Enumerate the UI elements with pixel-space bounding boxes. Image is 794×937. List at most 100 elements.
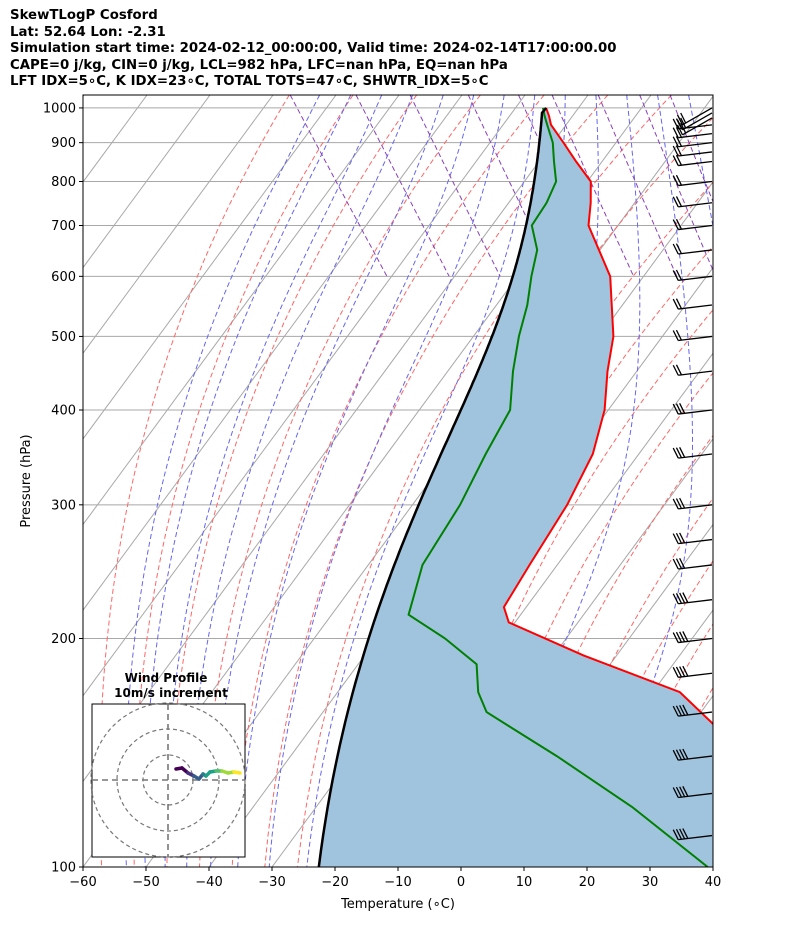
dry-adiabat [133,95,354,867]
mixing-ratio-line [597,95,678,277]
y-tick-label: 1000 [43,101,76,116]
wind-barb [672,665,713,678]
y-tick-label: 400 [51,403,76,418]
y-tick-label: 900 [51,136,76,151]
moist-adiabat [164,95,383,867]
wind-barb [672,145,713,157]
y-tick-label: 500 [51,330,76,345]
y-axis-label: Pressure (hPa) [19,434,34,527]
moist-adiabat [720,95,794,867]
dry-adiabat [722,95,794,867]
mixing-ratio-line [409,95,501,277]
y-tick-label: 100 [51,861,76,876]
wind-barb [672,329,713,342]
station-coordinates: Lat: 52.64 Lon: -2.31 [10,24,166,40]
isotherm [83,95,274,355]
dry-adiabat [199,95,481,867]
y-tick-label: 200 [51,632,76,647]
hodograph-segment [232,770,242,775]
x-tick-label: 0 [457,875,465,890]
x-tick-label: 10 [516,875,533,890]
wind-barb [672,828,713,841]
y-tick-label: 600 [51,270,76,285]
wind-barb [672,786,713,799]
x-tick-label: −30 [258,875,285,890]
moist-adiabat [186,95,413,867]
dry-adiabat [754,95,794,867]
wind-barb [672,154,713,167]
wind-barb [672,704,713,717]
wind-barb [672,497,713,510]
wind-barb [672,364,713,376]
wind-barb [672,748,713,761]
mixing-ratio-line [551,95,635,277]
wind-barb [672,403,713,415]
x-tick-label: −60 [69,875,96,890]
isotherm [83,95,337,440]
axes: −60 −50 −40 −30 −20 −10 0 10 20 30 40 100 200 300 400 5… [43,101,721,890]
isotherm [83,95,211,269]
moist-adiabat [210,95,444,867]
wind-barb [672,298,713,310]
x-tick-label: −20 [321,875,348,890]
x-tick-label: −10 [384,875,411,890]
x-tick-label: −50 [132,875,159,890]
mixing-ratio-line [518,95,603,277]
mixing-ratio-line [289,95,388,277]
convective-parameters: CAPE=0 j/kg, CIN=0 j/kg, LCL=982 hPa, LF… [10,57,508,73]
mixing-ratio-line [355,95,450,277]
sounding-data [317,107,713,867]
moist-adiabat [144,95,352,867]
x-tick-label: 20 [579,875,596,890]
wind-barb [672,532,713,545]
isotherm [712,866,713,867]
simulation-times: Simulation start time: 2024-02-12_00:00:… [10,41,617,56]
moist-adiabat [124,95,321,867]
wind-barb [672,269,713,282]
x-tick-label: 40 [705,875,722,890]
isotherm [83,95,526,697]
moist-adiabat [237,95,475,867]
wind-profile-subtitle: 10m/s increment [114,686,228,700]
dry-adiabat [787,95,794,867]
wind-barb [676,107,713,126]
dry-adiabat [362,181,713,867]
wind-barb [672,243,713,255]
dry-adiabat [525,497,713,867]
dry-adiabat [427,309,713,867]
dry-adiabat [296,95,672,867]
y-tick-label: 800 [51,175,76,190]
wind-barb [672,447,713,459]
mixing-ratio-line [639,95,713,272]
moist-adiabat [306,95,536,867]
cin-shading [318,107,713,867]
isotherm [83,95,400,526]
dry-adiabat [231,95,545,867]
wind-barb [672,136,713,148]
wind-barb [672,592,713,605]
dewpoint-line [407,107,709,867]
chart-header: SkewTLogP Cosford Lat: 52.64 Lon: -2.31 … [10,8,617,91]
dry-adiabat [166,95,418,867]
dry-adiabat [264,95,609,867]
wind-barbs [672,107,713,841]
y-tick-label: 300 [51,498,76,513]
wind-barb [672,196,713,208]
moist-adiabat [751,95,794,867]
isotherm [83,95,85,98]
wind-barb [672,631,713,644]
wind-profile-inset: Wind Profile 10m/s increment [90,671,246,858]
wind-barb [672,557,713,570]
wind-profile-title: Wind Profile [125,671,208,685]
wind-barb [672,118,713,130]
mixing-ratio-line [467,95,556,277]
wind-barb [672,174,713,187]
moist-adiabat [484,95,641,867]
parcel-line [317,107,548,867]
station-title: SkewTLogP Cosford [10,8,158,23]
wind-barb [672,127,713,139]
x-tick-label: 30 [642,875,659,890]
x-tick-label: −40 [195,875,222,890]
stability-indices: LFT IDX=5∘C, K IDX=23∘C, TOTAL TOTS=47∘C… [10,74,489,89]
